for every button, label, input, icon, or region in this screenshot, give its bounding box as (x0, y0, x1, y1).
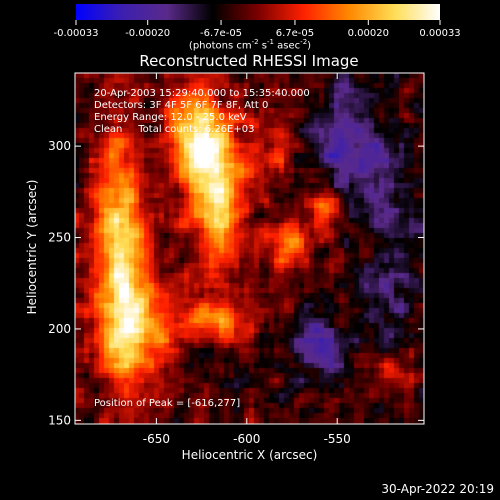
render-timestamp: 30-Apr-2022 20:19 (381, 482, 494, 496)
peak-position-label: Position of Peak = [-616,277] (94, 398, 241, 409)
x-tick-label: -600 (233, 432, 260, 446)
chart-title: Reconstructed RHESSI Image (139, 52, 359, 70)
colorbar: -0.00033 -0.00020 -6.7e-05 6.7e-05 0.00020 0.… (54, 4, 461, 39)
y-tick-label: 300 (48, 139, 71, 153)
plot-frame (74, 72, 425, 425)
info-line-counts: Clean Total counts: 6.26E+03 (94, 124, 255, 135)
colorbar-unit-label: (photons cm-2 s-1 asec-2) (188, 38, 312, 52)
y-tick-label: 200 (48, 322, 71, 336)
colorbar-tick-label: -6.7e-05 (200, 28, 242, 39)
y-tick-label: 150 (48, 413, 71, 427)
colorbar-gradient (76, 4, 440, 20)
x-tick-label: -650 (143, 432, 170, 446)
colorbar-tick-label: 0.00033 (419, 28, 460, 39)
info-line-time: 20-Apr-2003 15:29:40.000 to 15:35:40.000 (94, 88, 310, 99)
info-line-detectors: Detectors: 3F 4F 5F 6F 7F 8F, Att 0 (94, 100, 269, 111)
info-panel: 20-Apr-2003 15:29:40.000 to 15:35:40.000… (94, 88, 310, 136)
y-axis-label: Heliocentric Y (arcsec) (25, 179, 39, 315)
x-axis-label: Heliocentric X (arcsec) (181, 448, 318, 462)
colorbar-tick-label: -0.00033 (54, 28, 99, 39)
info-line-energy: Energy Range: 12.0 - 25.0 keV (94, 112, 247, 123)
x-tick-label: -550 (324, 432, 351, 446)
colorbar-tick-label: 0.00020 (348, 28, 389, 39)
colorbar-tick-label: -0.00020 (125, 28, 170, 39)
heatmap-image (75, 73, 424, 424)
colorbar-tick-label: 6.7e-05 (276, 28, 314, 39)
y-tick-label: 250 (48, 231, 71, 245)
